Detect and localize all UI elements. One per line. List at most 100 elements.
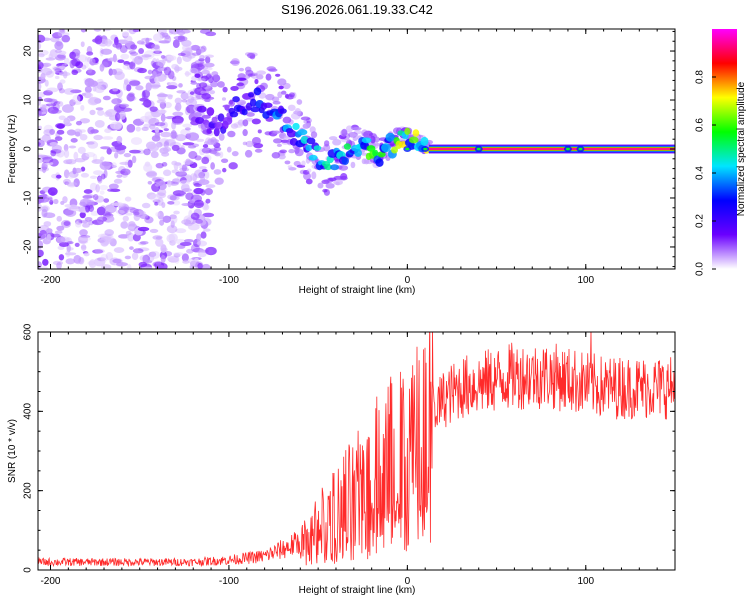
heatmap-cell <box>153 33 163 42</box>
heatmap-cell <box>157 210 164 220</box>
heatmap-cell <box>100 156 105 161</box>
heatmap-cell <box>167 70 175 80</box>
spectrogram-heatmap <box>38 29 675 269</box>
heatmap-cell <box>142 89 151 99</box>
heatmap-cell <box>126 29 133 32</box>
heatmap-cell <box>196 105 207 113</box>
heatmap-cell <box>159 180 166 187</box>
heatmap-cell <box>56 236 68 244</box>
heatmap-cell <box>88 204 95 212</box>
heatmap-cell <box>156 93 168 98</box>
heatmap-cell <box>93 29 102 32</box>
heatmap-cell <box>125 212 133 216</box>
heatmap-cell <box>169 181 179 186</box>
heatmap-cell <box>187 223 200 231</box>
heatmap-cell <box>210 162 215 170</box>
heatmap-cell <box>221 97 227 101</box>
y-tick-label: 0 <box>23 567 34 573</box>
heatmap-cell <box>66 244 71 253</box>
heatmap-cell <box>141 102 151 106</box>
heatmap-cell <box>63 169 70 179</box>
heatmap-cell <box>80 244 87 251</box>
heatmap-cell <box>197 251 207 258</box>
heatmap-cell <box>63 178 71 185</box>
heatmap-cell <box>74 167 83 174</box>
heatmap-cell <box>38 139 45 148</box>
y-tick-label: 20 <box>23 45 34 57</box>
heatmap-cell <box>180 191 187 195</box>
heatmap-cell <box>296 99 303 105</box>
heatmap-cell <box>127 232 135 242</box>
heatmap-cell <box>302 123 311 129</box>
heatmap-cell <box>56 225 65 231</box>
heatmap-cell <box>41 156 54 164</box>
heatmap-cell <box>150 250 160 259</box>
heatmap-cell <box>39 229 48 239</box>
heatmap-cell <box>42 193 48 198</box>
heatmap-cell <box>67 173 75 179</box>
heatmap-cell <box>114 71 125 81</box>
heatmap-cell <box>321 179 330 185</box>
heatmap-cell <box>265 73 272 81</box>
heatmap-cell <box>43 212 56 219</box>
heatmap-cell <box>305 178 313 185</box>
heatmap-cell <box>148 117 160 127</box>
heatmap-cell <box>206 73 212 78</box>
heatmap-cell <box>180 92 189 100</box>
heatmap-cell <box>100 61 109 69</box>
heatmap-cell <box>88 259 97 269</box>
heatmap-cell <box>102 136 114 140</box>
heatmap-cell <box>154 46 161 54</box>
heatmap-cell <box>341 128 348 137</box>
colorbar-tick-label: 0.6 <box>695 118 706 132</box>
heatmap-cell <box>94 120 105 128</box>
heatmap-cell <box>38 53 45 58</box>
heatmap-cell <box>185 192 194 201</box>
heatmap-cell <box>102 211 112 217</box>
heatmap-cell <box>123 60 130 66</box>
heatmap-cell <box>149 84 162 88</box>
heatmap-cell <box>201 156 210 165</box>
heatmap-cell <box>126 93 135 102</box>
heatmap-cell <box>287 165 293 169</box>
heatmap-cell <box>92 249 104 254</box>
heatmap-cell <box>58 254 65 261</box>
heatmap-cell <box>143 148 151 156</box>
heatmap-cell <box>96 206 106 216</box>
heatmap-cell <box>184 127 191 131</box>
heatmap-cell <box>128 149 141 154</box>
heatmap-cell <box>95 107 104 111</box>
heatmap-cell <box>163 141 170 149</box>
heatmap-cell <box>305 144 313 152</box>
heatmap-cell <box>279 149 288 154</box>
heatmap-cell <box>86 86 91 90</box>
heatmap-cell <box>408 136 419 144</box>
heatmap-cell <box>38 249 44 258</box>
heatmap-cell <box>81 92 87 96</box>
heatmap-cell <box>150 60 156 67</box>
heatmap-cell <box>100 146 111 150</box>
heatmap-cell <box>160 131 172 138</box>
heatmap-cell <box>149 194 160 202</box>
heatmap-cell <box>310 131 318 139</box>
heatmap-cell <box>181 253 189 262</box>
heatmap-cell <box>73 52 80 59</box>
heatmap-cell <box>251 118 261 125</box>
heatmap-cell <box>94 35 103 45</box>
heatmap-cell <box>46 233 52 242</box>
heatmap-cell <box>120 168 131 176</box>
heatmap-cell <box>167 200 175 205</box>
heatmap-cell <box>171 144 180 152</box>
heatmap-cell <box>372 149 379 157</box>
heatmap-cell <box>361 158 367 165</box>
heatmap-cell <box>112 42 123 48</box>
heatmap-cell <box>65 249 71 258</box>
heatmap-cell <box>236 82 245 87</box>
heatmap-cell <box>288 92 295 98</box>
heatmap-cell <box>54 136 63 141</box>
heatmap-cell <box>101 161 111 167</box>
heatmap-cell <box>75 220 82 228</box>
heatmap-cell <box>170 214 178 224</box>
heatmap-cell <box>124 196 132 202</box>
heatmap-cell <box>97 109 105 116</box>
